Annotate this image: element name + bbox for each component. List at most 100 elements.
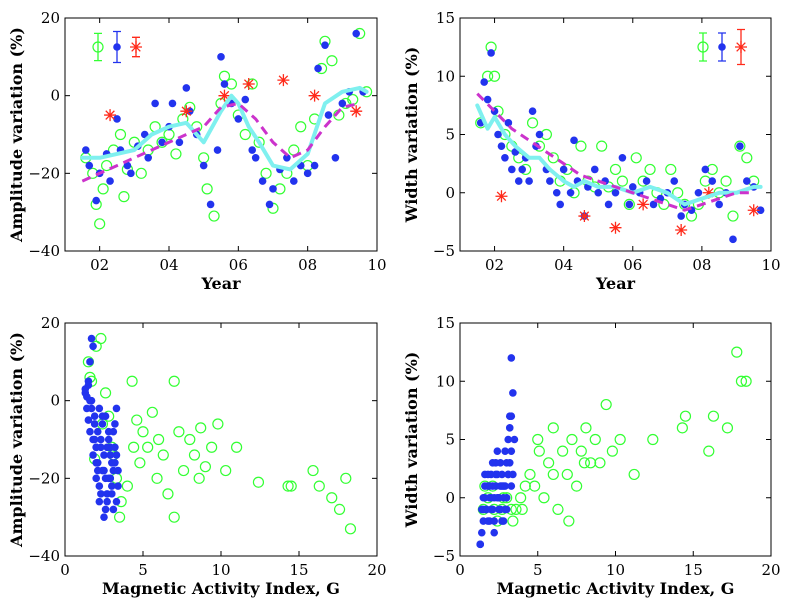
x-tick-label: 04: [554, 256, 573, 274]
x-tick-label: 10: [606, 561, 625, 579]
filled-point: [546, 177, 554, 185]
filled-point: [168, 99, 177, 108]
filled-point: [95, 404, 104, 413]
open-point: [126, 375, 138, 387]
star-point: [242, 78, 255, 91]
open-point: [100, 159, 113, 172]
open-point: [623, 198, 635, 210]
y-tick-label: −20: [28, 469, 60, 487]
x-tick-label: 08: [298, 256, 317, 274]
amplitude-vs-year-panel: 02 04 06 08 10 −40 −20 0 20 Year Amplitude variati…: [7, 9, 387, 293]
filled-point: [100, 466, 108, 475]
open-point: [571, 480, 583, 492]
filled-point: [97, 490, 105, 498]
filled-point: [101, 412, 110, 421]
filled-point: [485, 493, 494, 502]
open-point: [594, 457, 606, 469]
axes-frame: [64, 17, 378, 252]
filled-point: [480, 78, 488, 86]
open-point: [600, 398, 612, 411]
filled-point: [106, 474, 115, 483]
open-point: [195, 422, 207, 434]
open-point: [566, 433, 578, 446]
x-tick-label: 5: [533, 561, 543, 579]
open-point: [630, 152, 642, 164]
filled-point: [528, 107, 537, 115]
open-point: [146, 406, 158, 418]
star-point: [495, 190, 508, 203]
open-point: [188, 449, 201, 461]
open-point: [532, 433, 544, 446]
y-axis-label: Width variation (%): [402, 352, 421, 529]
filled-point: [93, 427, 102, 436]
filled-point: [108, 482, 116, 490]
open-point: [547, 152, 559, 164]
open-point: [547, 422, 559, 434]
filled-point: [494, 130, 502, 139]
filled-point: [151, 99, 159, 108]
filled-point: [92, 459, 100, 467]
filled-point: [324, 111, 333, 119]
x-axis-label: Year: [595, 274, 636, 293]
star-point: [218, 89, 231, 102]
legend-errorbar: [699, 32, 707, 62]
y-tick-label: 0: [50, 392, 60, 410]
open-point: [563, 515, 575, 527]
open-point: [543, 457, 555, 469]
filled-point: [220, 80, 229, 88]
y-axis-label: Amplitude variation (%): [7, 332, 26, 548]
filled-point: [90, 420, 99, 428]
open-point: [177, 464, 190, 477]
filled-point: [604, 200, 613, 209]
open-point: [741, 152, 753, 164]
filled-point: [104, 435, 113, 444]
open-point: [616, 175, 629, 187]
filled-point: [331, 154, 340, 162]
filled-point: [106, 451, 115, 459]
open-point: [253, 136, 265, 148]
star-point: [104, 109, 117, 122]
filled-point: [507, 354, 516, 362]
filled-point: [708, 177, 717, 185]
filled-point: [477, 528, 486, 537]
open-point: [340, 472, 352, 484]
open-point: [239, 128, 251, 141]
smoothed-series-line: [475, 103, 763, 207]
filled-point: [111, 420, 119, 428]
filled-point: [487, 49, 495, 57]
open-point: [128, 441, 140, 453]
open-point: [575, 140, 587, 152]
open-point: [137, 426, 149, 438]
filled-point: [518, 165, 526, 174]
filled-point: [715, 200, 723, 209]
filled-point: [269, 185, 277, 193]
filled-point: [535, 130, 544, 139]
star-point: [350, 105, 363, 118]
x-tick-label: 10: [761, 256, 780, 274]
filled-point: [175, 138, 184, 147]
open-point: [151, 472, 163, 484]
filled-point: [756, 206, 765, 215]
open-point: [114, 128, 127, 141]
filled-point: [144, 154, 152, 162]
open-point: [142, 441, 154, 453]
filled-point: [127, 169, 135, 178]
y-tick-label: 20: [41, 314, 60, 332]
open-point: [679, 410, 692, 422]
filled-point: [89, 342, 97, 351]
x-tick-label: 10: [367, 256, 386, 274]
open-point: [575, 445, 587, 457]
x-axis-label: Year: [200, 274, 241, 293]
x-tick-label: 06: [229, 256, 248, 274]
open-point: [134, 457, 146, 469]
filled-point: [493, 447, 502, 455]
x-axis-label: Magnetic Activity Index, G: [102, 579, 340, 598]
y-axis-label: Width variation (%): [402, 47, 421, 224]
filled-point: [505, 424, 514, 432]
star-point: [702, 186, 715, 199]
filled-point: [498, 517, 506, 525]
y-tick-label: 15: [436, 314, 455, 332]
legend-marker: [735, 41, 747, 53]
filled-point: [92, 443, 100, 452]
